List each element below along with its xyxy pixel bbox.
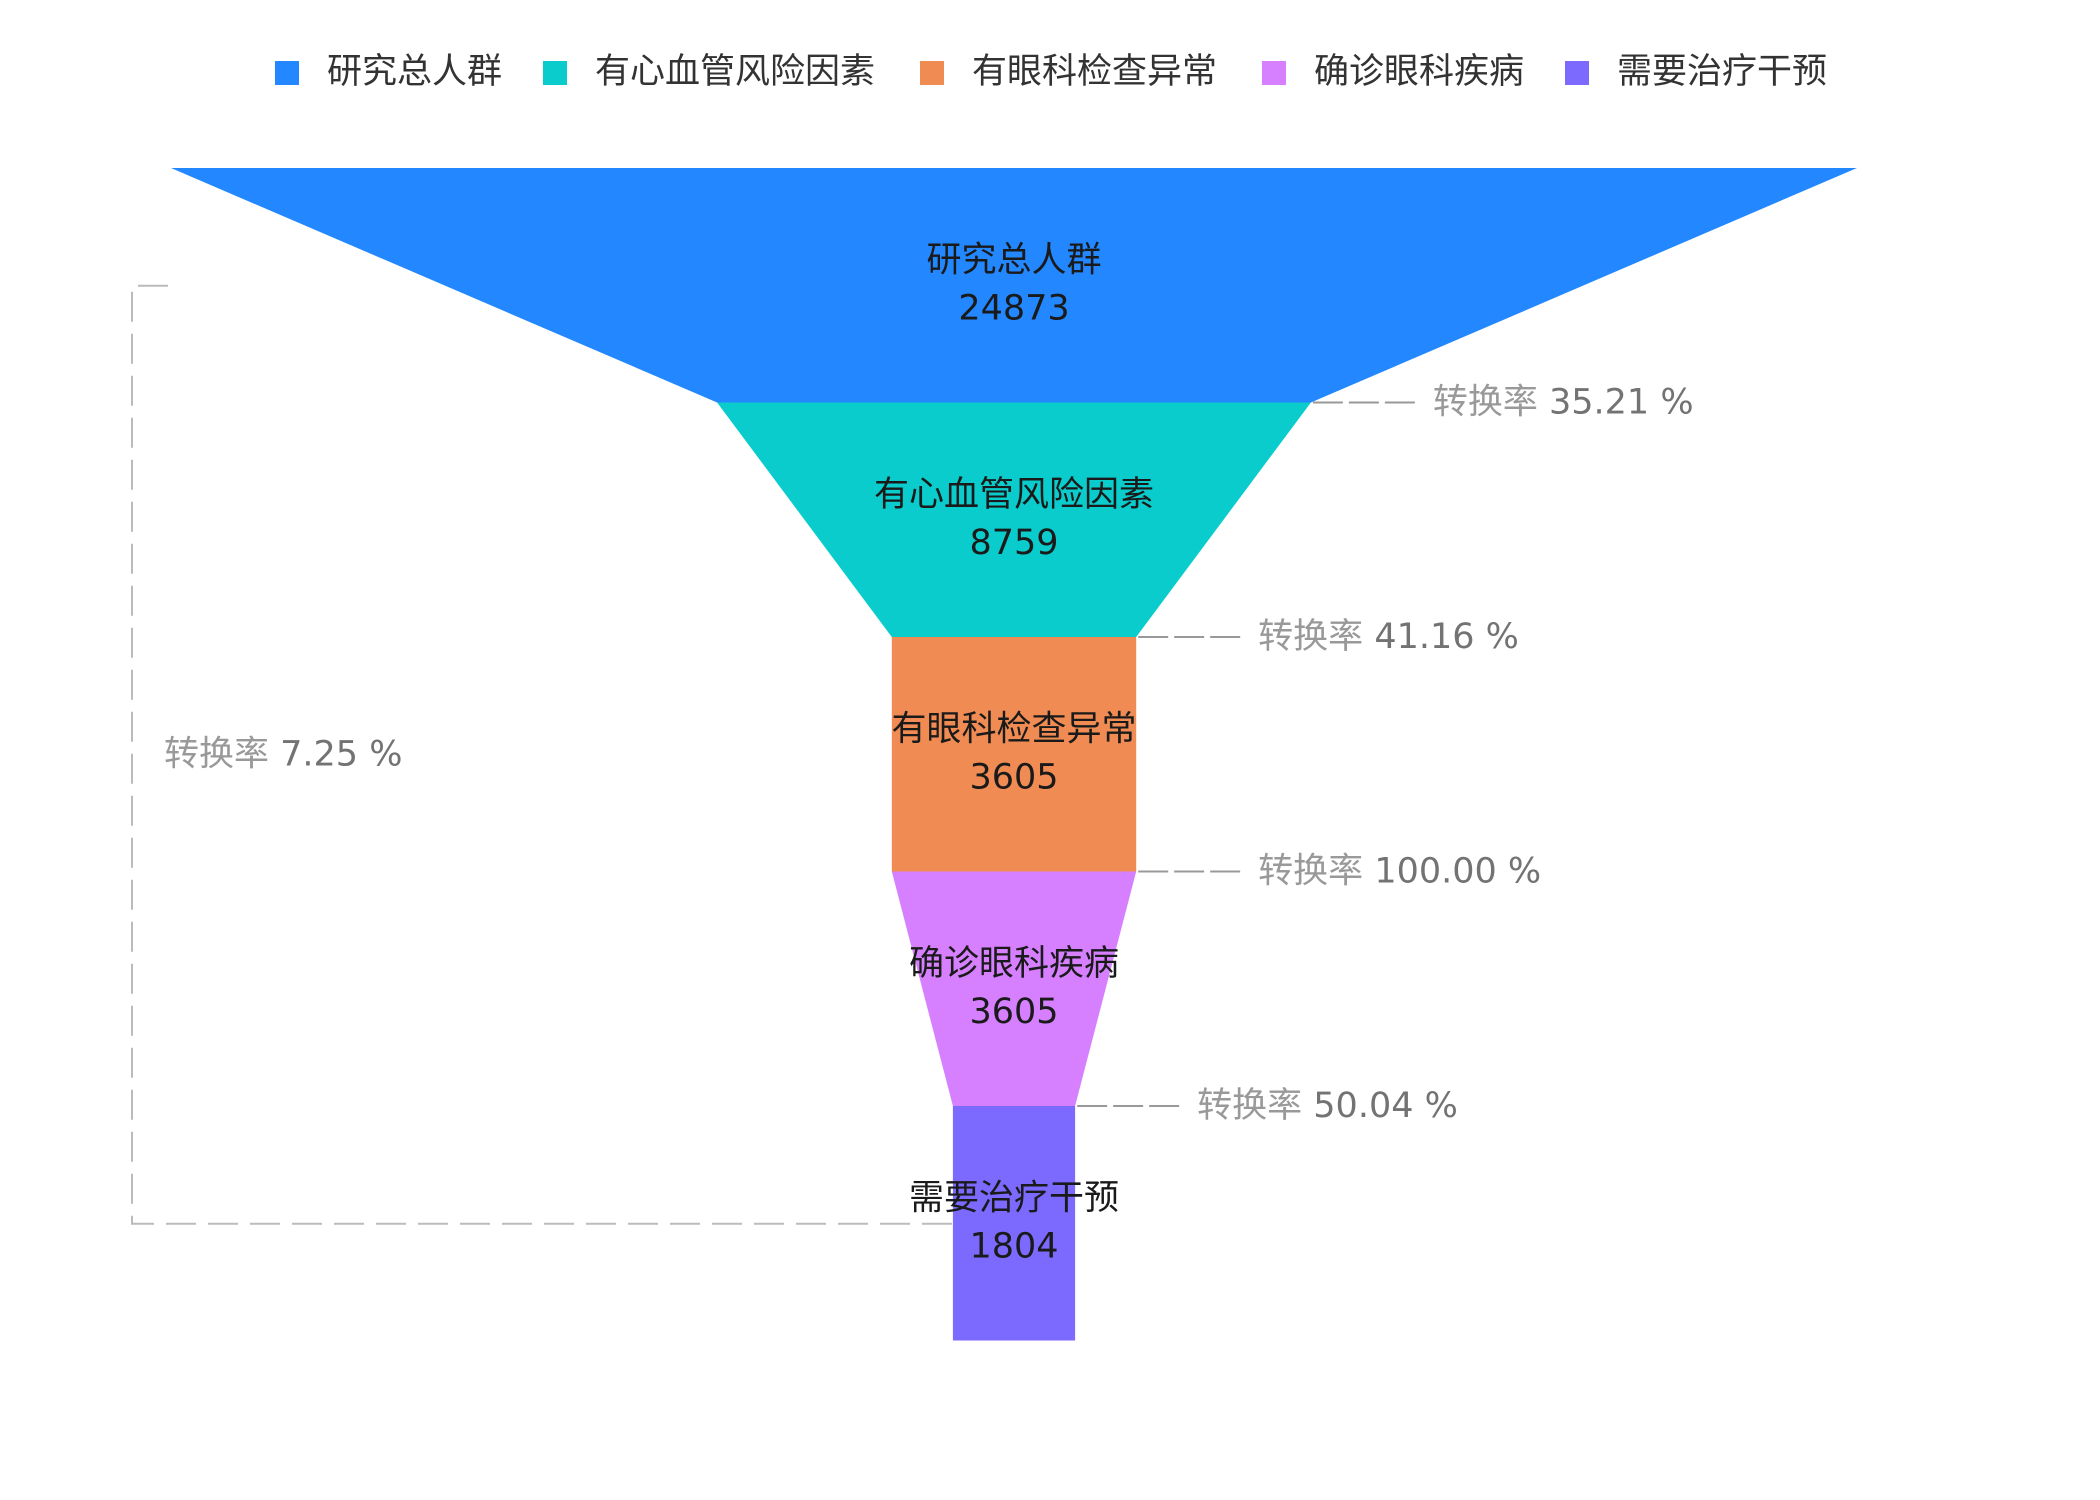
conversion-rate-label: 转换率 100.00 %: [1258, 852, 1541, 892]
legend-label: 确诊眼科疾病: [1314, 52, 1524, 92]
stage-value-label: 24873: [958, 288, 1069, 328]
legend-label: 有心血管风险因素: [595, 52, 875, 92]
overall-conversion-label: 转换率 7.25 %: [164, 734, 402, 774]
stage-name-label: 确诊眼科疾病: [909, 944, 1119, 984]
stage-value-label: 1804: [969, 1226, 1058, 1266]
legend-swatch: [1262, 61, 1286, 85]
funnel-stages: [171, 168, 1857, 1341]
legend-swatch: [543, 61, 567, 85]
stage-name-label: 有眼科检查异常: [891, 709, 1136, 749]
funnel-stage-5: [952, 1106, 1076, 1341]
stage-value-label: 3605: [969, 757, 1058, 797]
legend-label: 有眼科检查异常: [972, 52, 1217, 92]
conversion-rate-label: 转换率 35.21 %: [1433, 383, 1694, 423]
legend-swatch: [275, 61, 299, 85]
stage-value-label: 8759: [969, 523, 1058, 563]
legend-label: 需要治疗干预: [1617, 52, 1827, 92]
legend-item: 有心血管风险因素: [543, 52, 875, 92]
stage-name-label: 需要治疗干预: [909, 1178, 1119, 1218]
conversion-rate-item: 转换率 100.00 %: [1138, 852, 1541, 892]
legend-label: 研究总人群: [327, 52, 502, 92]
overall-conversion-bracket-line: [131, 284, 953, 1225]
stage-name-label: 研究总人群: [926, 240, 1101, 280]
conversion-rate-label: 转换率 41.16 %: [1258, 617, 1519, 657]
conversion-rates: 转换率 35.21 % 转换率 41.16 % 转换率 100.00 % 转换率 50…: [1077, 383, 1694, 1126]
legend-swatch: [920, 61, 944, 85]
legend-swatch: [1565, 61, 1589, 85]
conversion-rate-item: 转换率 35.21 %: [1312, 383, 1694, 423]
stage-name-label: 有心血管风险因素: [874, 475, 1154, 515]
stage-labels: 研究总人群 24873 有心血管风险因素 8759 有眼科检查异常 3605 确诊眼科疾病 3…: [874, 240, 1154, 1266]
funnel-stage-2: [717, 402, 1311, 637]
stage-value-label: 3605: [969, 992, 1058, 1032]
legend-item: 有眼科检查异常: [920, 52, 1217, 92]
conversion-rate-item: 转换率 41.16 %: [1138, 617, 1519, 657]
funnel-stage-3: [891, 637, 1137, 872]
overall-conversion-bracket: 转换率 7.25 %: [131, 284, 953, 1225]
legend-item: 需要治疗干预: [1565, 52, 1827, 92]
funnel-stage-4: [891, 871, 1137, 1106]
conversion-rate-item: 转换率 50.04 %: [1077, 1086, 1458, 1126]
legend: 研究总人群 有心血管风险因素 有眼科检查异常 确诊眼科疾病 需要治疗干预: [275, 52, 1827, 92]
funnel-stage-1: [171, 168, 1857, 403]
legend-item: 研究总人群: [275, 52, 502, 92]
conversion-rate-label: 转换率 50.04 %: [1197, 1086, 1458, 1126]
legend-item: 确诊眼科疾病: [1262, 52, 1524, 92]
